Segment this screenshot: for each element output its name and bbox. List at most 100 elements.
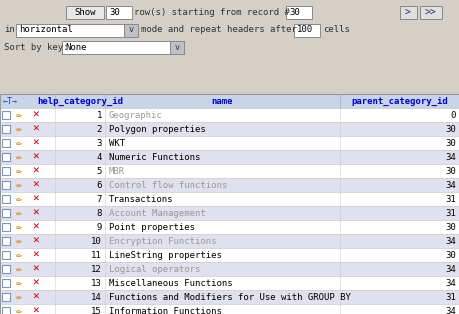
Bar: [419, 6, 441, 19]
Text: ✕: ✕: [32, 236, 39, 246]
Text: ✕: ✕: [32, 264, 39, 274]
Text: 30: 30: [444, 223, 455, 231]
Text: ✕: ✕: [32, 110, 39, 120]
Bar: [2, 237, 10, 245]
Bar: [2, 181, 10, 189]
Text: ✏: ✏: [16, 152, 22, 162]
Text: ✕: ✕: [32, 180, 39, 190]
Text: 30: 30: [444, 138, 455, 148]
Text: row(s) starting from record #: row(s) starting from record #: [134, 8, 289, 17]
Text: ✏: ✏: [16, 194, 22, 204]
Text: ✕: ✕: [32, 222, 39, 232]
Text: horizontal: horizontal: [19, 25, 73, 35]
Text: ✏: ✏: [16, 236, 22, 246]
Text: Account Management: Account Management: [109, 208, 205, 218]
Text: parent_category_id: parent_category_id: [351, 96, 448, 106]
Text: Functions and Modifiers for Use with GROUP BY: Functions and Modifiers for Use with GRO…: [109, 293, 350, 301]
Text: 34: 34: [444, 153, 455, 161]
Text: 30: 30: [444, 166, 455, 176]
Text: ✕: ✕: [32, 166, 39, 176]
Bar: [0, 290, 459, 304]
Text: 31: 31: [444, 293, 455, 301]
Bar: [2, 293, 10, 301]
Text: MBR: MBR: [109, 166, 125, 176]
Text: Polygon properties: Polygon properties: [109, 124, 205, 133]
Bar: [0, 304, 459, 314]
Text: ✕: ✕: [32, 250, 39, 260]
Bar: [0, 192, 459, 206]
Text: 1: 1: [96, 111, 102, 120]
Bar: [0, 220, 459, 234]
Text: v: v: [128, 25, 133, 35]
Text: 14: 14: [91, 293, 102, 301]
Text: 34: 34: [444, 181, 455, 190]
Bar: [0, 262, 459, 276]
Text: ✕: ✕: [32, 306, 39, 314]
Text: in: in: [4, 25, 15, 35]
Text: ✏: ✏: [16, 264, 22, 274]
Text: help_category_id: help_category_id: [37, 96, 123, 106]
Text: WKT: WKT: [109, 138, 125, 148]
Bar: [2, 279, 10, 287]
Text: ✏: ✏: [16, 222, 22, 232]
Text: ✕: ✕: [32, 292, 39, 302]
Text: ✕: ✕: [32, 208, 39, 218]
Text: 13: 13: [91, 279, 102, 288]
Text: ✏: ✏: [16, 124, 22, 134]
Text: 8: 8: [96, 208, 102, 218]
Text: 100: 100: [297, 25, 313, 35]
Bar: [0, 122, 459, 136]
Bar: [16, 24, 124, 37]
Bar: [0, 276, 459, 290]
Text: 6: 6: [96, 181, 102, 190]
Bar: [0, 206, 459, 220]
Bar: [2, 223, 10, 231]
Text: None: None: [65, 42, 86, 51]
Text: v: v: [174, 42, 179, 51]
Text: 30: 30: [444, 251, 455, 259]
Text: LineString properties: LineString properties: [109, 251, 221, 259]
Text: 31: 31: [444, 194, 455, 203]
Bar: [0, 150, 459, 164]
Text: Geographic: Geographic: [109, 111, 162, 120]
Bar: [106, 6, 132, 19]
Text: Information Functions: Information Functions: [109, 306, 221, 314]
Bar: [170, 41, 184, 54]
Text: Logical operators: Logical operators: [109, 264, 200, 273]
Text: ✏: ✏: [16, 138, 22, 148]
Text: 5: 5: [96, 166, 102, 176]
Bar: [2, 125, 10, 133]
Bar: [293, 24, 319, 37]
Text: ✕: ✕: [32, 278, 39, 288]
Text: Point properties: Point properties: [109, 223, 195, 231]
Text: ✏: ✏: [16, 180, 22, 190]
Bar: [62, 41, 170, 54]
Text: ✕: ✕: [32, 138, 39, 148]
Text: ←T→: ←T→: [3, 96, 18, 106]
Bar: [2, 265, 10, 273]
Text: 34: 34: [444, 306, 455, 314]
Text: Transactions: Transactions: [109, 194, 173, 203]
Text: Show: Show: [74, 8, 95, 17]
Bar: [399, 6, 416, 19]
Bar: [2, 167, 10, 175]
Text: 31: 31: [444, 208, 455, 218]
Bar: [2, 139, 10, 147]
Bar: [0, 0, 459, 94]
Text: 15: 15: [91, 306, 102, 314]
Text: cells: cells: [322, 25, 349, 35]
Text: 34: 34: [444, 279, 455, 288]
Bar: [0, 234, 459, 248]
Text: Miscellaneous Functions: Miscellaneous Functions: [109, 279, 232, 288]
Bar: [0, 94, 459, 314]
Text: ✏: ✏: [16, 166, 22, 176]
Text: mode and repeat headers after: mode and repeat headers after: [141, 25, 296, 35]
Bar: [2, 307, 10, 314]
Text: >: >: [404, 8, 410, 18]
Bar: [2, 209, 10, 217]
Text: ✏: ✏: [16, 250, 22, 260]
Bar: [0, 178, 459, 192]
Text: Control flow functions: Control flow functions: [109, 181, 227, 190]
Text: ✕: ✕: [32, 152, 39, 162]
Text: ✏: ✏: [16, 306, 22, 314]
